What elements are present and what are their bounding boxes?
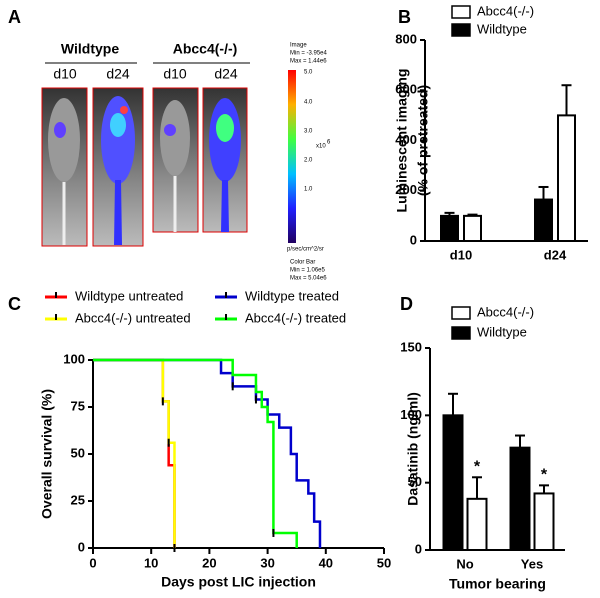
colorbar-tick: 3.0 (304, 129, 313, 135)
day-label: d24 (106, 66, 130, 82)
colorbar: Image Min = -3.95e4 Max = 1.44e6 5.0 4.0… (287, 43, 331, 282)
group-title: Wildtype (61, 41, 119, 57)
colorbar-exponent: 6 (327, 140, 331, 146)
significance-label: * (541, 467, 548, 484)
x-tick-label: No (456, 556, 473, 571)
legend-label: Wildtype (477, 21, 527, 36)
x-tick-label: 20 (202, 555, 216, 570)
x-tick-label: 40 (319, 555, 333, 570)
x-tick-label: 50 (377, 555, 391, 570)
x-tick-label: d24 (544, 247, 567, 262)
bar (440, 214, 459, 242)
signal (114, 180, 122, 245)
signal (216, 114, 234, 142)
legend-label: Abcc4(-/-) untreated (75, 310, 191, 325)
y-tick-label: 50 (71, 445, 85, 460)
bar (509, 446, 531, 551)
legend-label: Wildtype (477, 324, 527, 339)
y-tick-label: 200 (395, 182, 417, 197)
y-tick-label: 75 (71, 398, 85, 413)
colorbar-footer: Color Bar (290, 260, 315, 266)
x-axis-label: Tumor bearing (449, 576, 546, 592)
legend-swatch (451, 306, 471, 320)
colorbar-header: Max = 1.44e6 (290, 59, 327, 65)
signal (54, 122, 66, 138)
colorbar-scale: x10 (316, 144, 326, 150)
mouse-images (41, 87, 248, 247)
y-tick-label: 800 (395, 31, 417, 46)
y-tick-label: 25 (71, 492, 85, 507)
colorbar-header: Min = -3.95e4 (290, 51, 328, 57)
bar (557, 114, 576, 242)
mouse-body (48, 98, 80, 182)
y-axis-label: (% of pretreated) (415, 85, 431, 196)
bar (466, 497, 488, 551)
y-axis-label: Luminescent imaging (394, 69, 410, 213)
legend-swatch (451, 326, 471, 340)
colorbar-tick: 2.0 (304, 158, 313, 164)
day-label: d24 (214, 66, 238, 82)
y-axis-label: Overall survival (%) (39, 389, 55, 519)
survival-line (93, 358, 322, 548)
legend-label: Abcc4(-/-) treated (245, 310, 346, 325)
group-title: Abcc4(-/-) (173, 41, 238, 57)
colorbar-tick: 4.0 (304, 100, 313, 106)
y-tick-label: 400 (395, 132, 417, 147)
mouse-body (160, 100, 190, 176)
x-tick-label: Yes (521, 556, 543, 571)
y-axis-label: Dasatinib (ng/ml) (405, 392, 421, 506)
x-tick-label: 30 (260, 555, 274, 570)
panel-label: B (398, 7, 411, 27)
signal (110, 113, 126, 137)
y-tick-label: 0 (415, 541, 422, 556)
y-tick-label: 0 (410, 232, 417, 247)
legend-label: Wildtype untreated (75, 288, 183, 303)
signal (164, 124, 176, 136)
colorbar-tick: 5.0 (304, 70, 313, 76)
panel-label: C (8, 294, 21, 314)
legend-swatch (451, 5, 471, 19)
x-tick-label: d10 (450, 247, 472, 262)
colorbar-unit: p/sec/cm^2/sr (287, 247, 324, 253)
colorbar-footer: Max = 5.04e6 (290, 276, 327, 282)
x-tick-label: 0 (89, 555, 96, 570)
y-tick-label: 600 (395, 82, 417, 97)
legend-label: Abcc4(-/-) (477, 304, 534, 319)
signal (120, 106, 128, 114)
legend-label: Wildtype treated (245, 288, 339, 303)
panel-label: D (400, 294, 413, 314)
legend-label: Abcc4(-/-) (477, 3, 534, 18)
x-axis-label: Days post LIC injection (161, 574, 316, 590)
y-tick-label: 100 (400, 407, 422, 422)
y-tick-label: 50 (408, 474, 422, 489)
colorbar-footer: Min = 1.06e5 (290, 268, 326, 274)
y-tick-label: 0 (78, 539, 85, 554)
colorbar-tick: 1.0 (304, 187, 313, 193)
colorbar-header: Image (290, 43, 307, 49)
panel-label: A (8, 7, 21, 27)
bar (463, 214, 482, 242)
bar (533, 492, 555, 552)
panel-a: A Wildtype d10 d24 Abcc4(-/-) d10 d24 (8, 7, 331, 282)
y-tick-label: 100 (63, 351, 85, 366)
survival-line (93, 358, 298, 548)
x-tick-label: 10 (144, 555, 158, 570)
day-label: d10 (163, 66, 187, 82)
day-label: d10 (53, 66, 77, 82)
signal (101, 96, 135, 184)
signal (221, 180, 229, 232)
legend-swatch (451, 23, 471, 37)
bar (534, 198, 553, 242)
significance-label: * (474, 458, 481, 475)
bar (442, 414, 464, 552)
y-tick-label: 150 (400, 339, 422, 354)
colorbar-gradient (288, 70, 296, 243)
survival-line (93, 358, 176, 548)
